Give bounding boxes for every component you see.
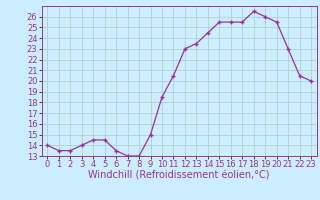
X-axis label: Windchill (Refroidissement éolien,°C): Windchill (Refroidissement éolien,°C)	[88, 171, 270, 181]
